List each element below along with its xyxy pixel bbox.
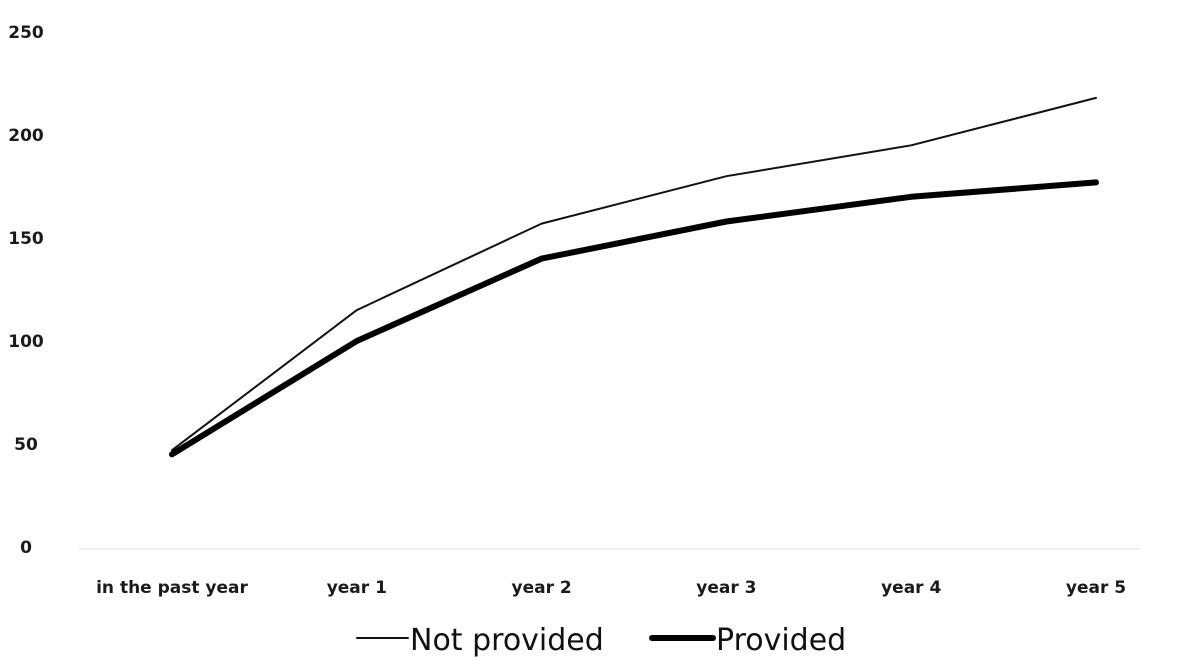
y-axis: 0 50 100 150 200 250 [8, 23, 44, 558]
y-tick-label: 100 [8, 332, 44, 352]
x-tick-label: year 5 [1066, 578, 1126, 598]
y-tick-label: 250 [8, 23, 44, 43]
x-axis: in the past year year 1 year 2 year 3 year 4… [96, 578, 1126, 598]
plot-area [169, 96, 1099, 458]
x-tick-label: year 4 [881, 578, 941, 598]
series-line-provided [169, 179, 1099, 458]
x-tick-label: year 3 [696, 578, 756, 598]
legend-label: Provided [716, 623, 846, 658]
series-line-not-provided [171, 96, 1097, 452]
y-tick-label: 50 [14, 435, 38, 455]
legend-label: Not provided [410, 623, 604, 658]
y-tick-label: 200 [8, 126, 44, 146]
x-tick-label: in the past year [96, 578, 248, 598]
x-tick-label: year 2 [511, 578, 571, 598]
y-tick-label: 0 [20, 538, 32, 558]
x-tick-label: year 1 [327, 578, 387, 598]
y-tick-label: 150 [8, 229, 44, 249]
legend: Not provided Provided [356, 623, 846, 658]
